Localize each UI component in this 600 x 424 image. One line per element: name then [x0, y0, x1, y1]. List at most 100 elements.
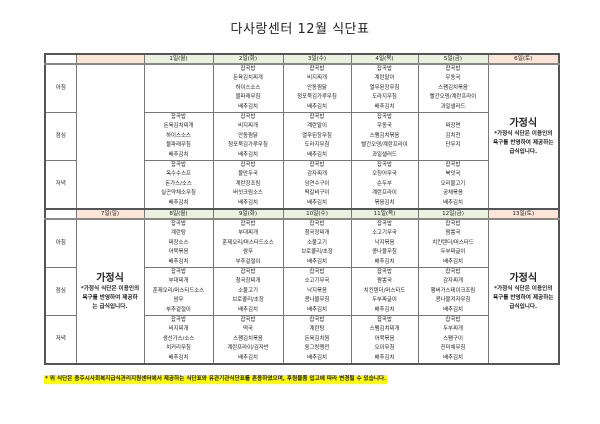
menu-item: 햄버거스테이크조림 [430, 287, 476, 294]
page-title: 다사랑센터 12월 식단표 [230, 22, 370, 37]
menu-item: 훈제오리/머스타드소스 [222, 239, 274, 246]
meal-row: 점심 잡곡밥 부대찌개 훈제오리/머스타드소스 쌈무 부추겉절이 잡곡밥 청국장찌개 소불고기 브… [44, 267, 559, 316]
menu-cell: 잡곡밥 우동국 스팸김치볶음 빨간오뎅/계란프라이 과일샐러드 [350, 112, 419, 161]
day-header: 8일(월) [143, 208, 214, 220]
menu-item: 청포묵김가루무침 [228, 142, 268, 149]
menu-item: 콩나물무침 [304, 297, 330, 304]
menu-item: 짜장면 [445, 123, 461, 130]
meal-row: 점심 잡곡밥 돈육김치찌개 하이스소스 물파래무침 배추김치 잡곡밥 비지찌개 안동찜닭 청포묵김… [44, 112, 559, 161]
menu-cell: 잡곡밥 북엇국 오리불고기 궁채볶음 배추김치 [417, 160, 489, 210]
menu-item: 오이무침 [374, 345, 395, 352]
menu-item: 잡곡밥 [377, 269, 392, 276]
meal-label: 저녁 [44, 315, 77, 365]
menu-item: 동그랑땡전 [304, 345, 330, 352]
menu-cell: 잡곡밥 짬뽕국 치킨텐더/머스타드 두부짜글이 배추김치 [417, 218, 489, 268]
menu-item: 배추김치 [374, 306, 395, 313]
menu-item: 잡곡밥 [377, 317, 392, 324]
menu-item: 안동찜닭 [238, 132, 258, 139]
menu-item: 잡곡밥 [309, 66, 325, 73]
day-header: 1일(월) [143, 53, 214, 65]
menu-item: 하이스소스 [166, 132, 191, 139]
menu-item: 잡곡밥 [377, 66, 392, 73]
menu-item: 떡갈비구이 [304, 190, 330, 197]
menu-cell: 잡곡밥 비지찌개 안동찜닭 청포묵김가루무침 배추김치 [212, 112, 284, 161]
day-header: 7일(일) [75, 208, 145, 220]
menu-item: 두부짜글이 [372, 297, 397, 304]
week-header-row: 1일(월) 2일(화) 3일(수) 4일(목) 5일(금) 6일(토) [44, 53, 560, 65]
menu-item: 잡곡밥 [309, 269, 325, 276]
menu-item: 청국장찌개 [235, 278, 261, 285]
menu-item: 열무된장무침 [302, 132, 332, 139]
menu-item: 배추김치 [238, 199, 258, 206]
meal-label: 점심 [44, 112, 77, 161]
menu-item: 배추김치 [307, 258, 327, 265]
menu-item: 쌈무 [243, 249, 253, 256]
menu-item: 치킨텐더/머스타드 [432, 239, 474, 246]
menu-item: 계란프라이 [372, 190, 397, 197]
menu-item: 두부찌개 [443, 326, 463, 333]
week-header-row: 7일(일) 8일(월) 9일(화) 10일(수) 11일(목) 12일(금) 13일(토) [44, 208, 560, 220]
footnote: * 위 식단은 충주시사회복지급식관리지원센터에서 제공하는 식단표와 유관기관… [44, 375, 388, 384]
menu-item: 계란탕 [309, 326, 325, 333]
menu-cell: 잡곡밥 청국장찌개 소불고기 브로콜리/초장 배추김치 [282, 218, 352, 268]
menu-item: 잡곡밥 [240, 162, 256, 169]
menu-item: 어묵볶음 [374, 335, 395, 342]
menu-item: 안동찜닭 [307, 84, 327, 91]
menu-item: 콩나물겨자무침 [435, 297, 471, 304]
menu-item: 물파래무침 [166, 142, 191, 149]
meal-label: 아침 [44, 218, 77, 268]
menu-item: 배추김치 [374, 103, 395, 110]
menu-item: 콩나물무침 [372, 249, 397, 256]
menu-item: 돈육김치찌개 [163, 123, 194, 130]
menu-item: 잡곡밥 [445, 269, 461, 276]
meal-plan-table: 1일(월) 2일(화) 3일(수) 4일(목) 5일(금) 6일(토) 아침 잡곡밥 돈육김치찌… [44, 53, 560, 365]
menu-item: 소불고기 [238, 287, 258, 294]
menu-item: 오리불고기 [440, 180, 466, 187]
menu-item: 배추김치 [443, 258, 463, 265]
menu-item: 배추김치 [443, 199, 463, 206]
menu-item: 옥수수스프 [166, 171, 191, 178]
menu-cell: 잡곡밥 청국장찌개 소불고기 브로콜리/초장 배추김치 [212, 267, 284, 316]
gajeong-title: 가정식 [509, 117, 538, 129]
day-header [75, 53, 145, 65]
menu-cell: 잡곡밥 돈육김치찌개 하이스소스 물파래무침 배추김치 [212, 63, 284, 113]
menu-item: 잡곡밥 [171, 162, 186, 169]
menu-item: 배추김치 [307, 306, 327, 313]
menu-item: 북엇국 [445, 171, 461, 178]
menu-cell: 잡곡밥 소고기무국 낙지볶음 콩나물무침 배추김치 [350, 218, 419, 268]
menu-item: 생선가스/소스 [162, 335, 195, 342]
menu-item: 부추겉절이 [166, 306, 191, 313]
menu-item: 배추김치 [307, 199, 327, 206]
menu-item: 버섯크림소스 [233, 190, 263, 197]
menu-item: 소고기무국 [304, 278, 330, 285]
menu-cell: 잡곡밥 떡국 스팸김치볶음 계란프라이/김자반 배추김치 [212, 315, 284, 365]
menu-item: 스팸김치볶음 [233, 335, 263, 342]
menu-item: 감자찌개 [443, 278, 463, 285]
menu-cell: 잡곡밥 계란탕 돈육김치찜 동그랑땡전 배추김치 [282, 315, 352, 365]
menu-cell [143, 63, 214, 113]
menu-item: 임연수구이 [304, 180, 330, 187]
menu-item: 도라지무침 [304, 142, 330, 149]
menu-cell: 잡곡밥 소고기무국 낙지볶음 콩나물무침 배추김치 [282, 267, 352, 316]
menu-item: 부대찌개 [168, 278, 189, 285]
menu-item: 소고기무국 [372, 230, 397, 237]
menu-item: 빨간오뎅/계란프라이 [429, 94, 477, 101]
menu-item: 빨간오뎅/계란프라이 [361, 142, 408, 149]
meal-label: 점심 [44, 267, 77, 316]
menu-item: 잡곡밥 [445, 221, 461, 228]
menu-item: 떡국 [243, 326, 253, 333]
menu-item: 계란프라이/김자반 [227, 345, 269, 352]
menu-item: 스팸구이 [443, 335, 463, 342]
menu-item: 우동국 [445, 75, 461, 82]
gajeong-cell: 가정식 *가정식 식단은 이용인의 욕구를 반영하여 제공하는 급식입니다. [487, 218, 560, 365]
menu-cell: 잡곡밥 감자찌개 햄버거스테이크조림 콩나물겨자무침 배추김치 [417, 267, 489, 316]
day-header: 6일(토) [487, 53, 560, 65]
day-header: 3일(수) [282, 53, 352, 65]
menu-item: 배추김치 [168, 151, 189, 158]
corner-cell [44, 208, 77, 220]
menu-item: 짬뽕국 [445, 230, 461, 237]
menu-item: 비지찌개 [238, 123, 258, 130]
day-header: 4일(목) [350, 53, 419, 65]
menu-cell: 잡곡밥 비지찌개 안동찜닭 청포묵김가루무침 배추김치 [282, 63, 352, 113]
gajeong-title: 가정식 [509, 272, 538, 284]
